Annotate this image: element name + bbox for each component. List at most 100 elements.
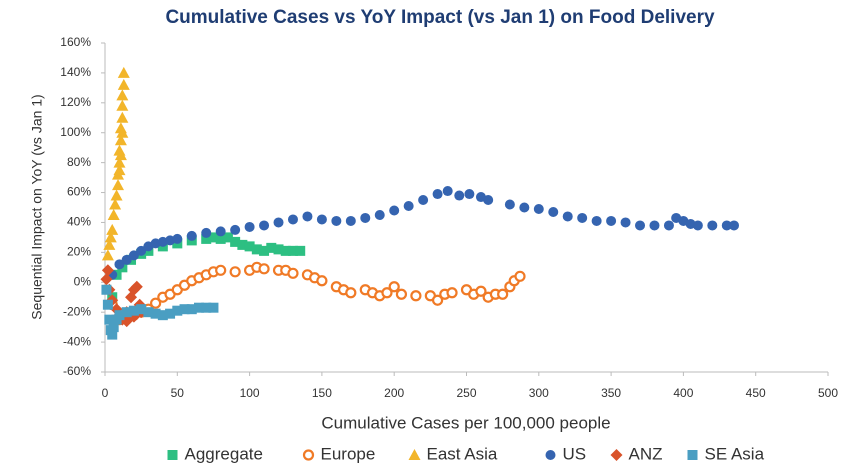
- point: [729, 220, 740, 231]
- point: [360, 212, 371, 223]
- point: [692, 220, 703, 231]
- point: [454, 190, 465, 201]
- point: [280, 245, 291, 256]
- point: [295, 245, 306, 256]
- point: [475, 285, 487, 297]
- point: [259, 220, 270, 231]
- point: [483, 195, 494, 206]
- x-tick-label: 350: [601, 386, 621, 400]
- y-tick-label: -60%: [63, 364, 91, 378]
- point: [577, 212, 588, 223]
- point: [136, 304, 147, 315]
- point: [230, 236, 241, 247]
- point: [464, 189, 475, 200]
- point: [104, 231, 117, 243]
- legend-label: Aggregate: [185, 444, 263, 463]
- legend-marker: [167, 450, 178, 460]
- point: [504, 199, 515, 210]
- y-tick-label: -40%: [63, 334, 91, 348]
- point: [165, 308, 176, 319]
- point: [266, 242, 277, 253]
- point: [418, 195, 429, 206]
- point: [533, 203, 544, 214]
- point: [201, 227, 212, 238]
- point: [117, 78, 130, 90]
- point: [389, 205, 400, 216]
- point: [519, 202, 530, 213]
- chart-title: Cumulative Cases vs YoY Impact (vs Jan 1…: [165, 7, 715, 28]
- x-axis-title: Cumulative Cases per 100,000 people: [321, 413, 610, 432]
- point: [432, 189, 443, 200]
- point: [606, 215, 617, 226]
- point: [258, 263, 270, 275]
- point: [663, 220, 674, 231]
- point: [186, 230, 197, 241]
- point: [259, 245, 270, 256]
- y-tick-label: 20%: [67, 245, 91, 259]
- point: [208, 302, 219, 313]
- point: [345, 287, 357, 299]
- y-tick-label: 140%: [60, 65, 91, 79]
- point: [345, 215, 356, 226]
- point: [130, 280, 143, 293]
- point: [497, 288, 509, 300]
- point: [114, 310, 125, 321]
- legend-label: East Asia: [427, 444, 498, 463]
- point: [442, 186, 453, 197]
- point: [287, 245, 298, 256]
- point: [273, 244, 284, 255]
- point: [548, 206, 559, 217]
- point: [721, 220, 732, 231]
- point: [331, 215, 342, 226]
- point: [620, 217, 631, 228]
- point: [229, 266, 241, 278]
- legend-marker: [687, 450, 698, 460]
- point: [157, 310, 168, 321]
- point: [446, 287, 458, 299]
- point: [113, 164, 126, 176]
- point: [316, 275, 328, 287]
- point: [208, 232, 219, 243]
- x-tick-label: 150: [312, 386, 332, 400]
- point: [106, 223, 119, 235]
- point: [635, 220, 646, 231]
- point: [121, 254, 132, 265]
- point: [230, 224, 241, 235]
- point: [403, 201, 414, 212]
- point: [116, 111, 129, 123]
- point: [287, 214, 298, 225]
- point: [381, 287, 393, 299]
- x-tick-label: 300: [529, 386, 549, 400]
- legend-marker: [545, 450, 556, 460]
- point: [431, 294, 444, 306]
- point: [121, 307, 132, 318]
- legend-marker: [610, 449, 623, 461]
- y-tick-label: 160%: [60, 35, 91, 49]
- point: [101, 284, 112, 295]
- point: [117, 66, 130, 78]
- y-tick-label: 40%: [67, 215, 91, 229]
- point: [110, 189, 123, 201]
- legend-label: Europe: [321, 444, 376, 463]
- point: [395, 288, 408, 300]
- y-tick-label: 60%: [67, 185, 91, 199]
- point: [237, 239, 248, 250]
- point: [128, 250, 139, 261]
- point: [116, 126, 129, 138]
- point: [103, 238, 116, 250]
- point: [107, 329, 118, 340]
- point: [388, 281, 400, 293]
- point: [186, 304, 197, 315]
- y-tick-label: -20%: [63, 304, 91, 318]
- point: [136, 245, 147, 256]
- point: [201, 302, 212, 313]
- point: [150, 308, 161, 319]
- point: [302, 211, 313, 222]
- point: [101, 264, 114, 277]
- x-tick-label: 0: [102, 386, 109, 400]
- point: [107, 208, 120, 220]
- point: [316, 214, 327, 225]
- point: [172, 305, 183, 316]
- point: [251, 244, 262, 255]
